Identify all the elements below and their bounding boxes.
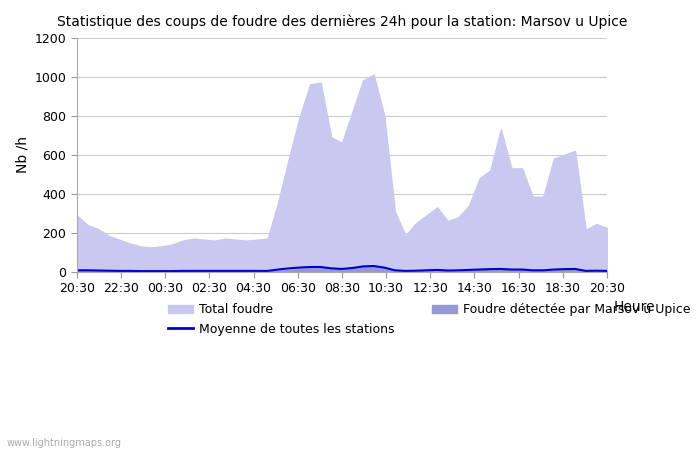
Title: Statistique des coups de foudre des dernières 24h pour la station: Marsov u Upic: Statistique des coups de foudre des dern… <box>57 15 627 30</box>
Text: Heure: Heure <box>614 300 655 314</box>
Y-axis label: Nb /h: Nb /h <box>15 136 29 173</box>
Legend: Total foudre, Moyenne de toutes les stations, Foudre détectée par Marsov u Upice: Total foudre, Moyenne de toutes les stat… <box>162 298 696 341</box>
Text: www.lightningmaps.org: www.lightningmaps.org <box>7 438 122 448</box>
